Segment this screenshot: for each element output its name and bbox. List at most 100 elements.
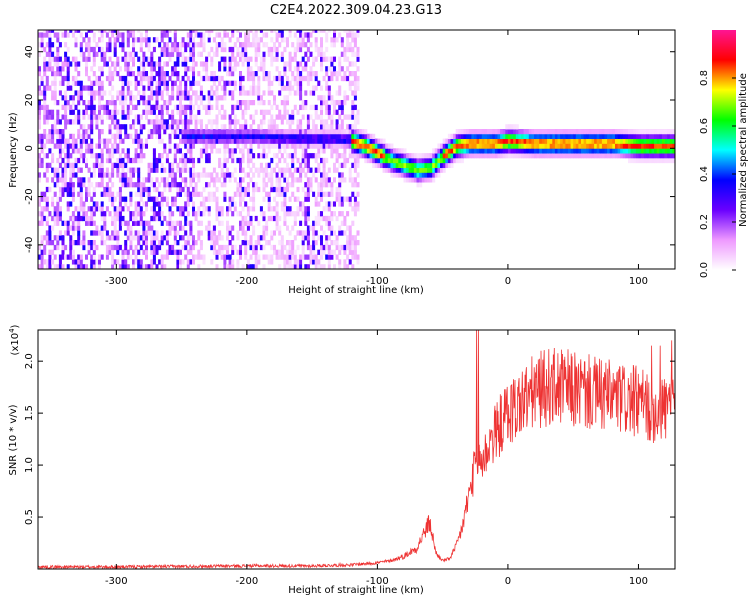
heatmap-cell bbox=[265, 153, 269, 159]
heatmap-cell bbox=[105, 235, 109, 241]
heatmap-cell bbox=[61, 186, 65, 193]
heatmap-cell bbox=[304, 211, 308, 217]
heatmap-cell bbox=[369, 148, 373, 154]
heatmap-cell bbox=[338, 104, 342, 111]
heatmap-cell bbox=[165, 100, 169, 106]
heatmap-cell bbox=[333, 30, 337, 33]
heatmap-cell bbox=[215, 264, 219, 269]
heatmap-cell bbox=[40, 206, 44, 212]
heatmap-cell bbox=[58, 90, 62, 96]
heatmap-cell bbox=[241, 153, 245, 159]
heatmap-cell bbox=[129, 191, 133, 197]
heatmap-cell bbox=[312, 138, 316, 144]
heatmap-cell bbox=[231, 264, 235, 269]
heatmap-cell bbox=[252, 100, 256, 106]
heatmap-cell bbox=[212, 75, 216, 82]
heatmap-cell bbox=[424, 172, 428, 178]
heatmap-cell bbox=[184, 90, 188, 96]
heatmap-cell bbox=[147, 46, 151, 53]
heatmap-cell bbox=[669, 148, 673, 154]
heatmap-cell bbox=[108, 196, 112, 202]
heatmap-cell bbox=[280, 51, 284, 57]
heatmap-cell bbox=[340, 244, 344, 251]
heatmap-cell bbox=[327, 259, 331, 265]
heatmap-cell bbox=[667, 129, 671, 135]
heatmap-cell bbox=[241, 157, 245, 164]
heatmap-cell bbox=[296, 157, 300, 164]
heatmap-cell bbox=[233, 114, 237, 120]
heatmap-cell bbox=[43, 206, 47, 212]
heatmap-cell bbox=[142, 51, 146, 57]
heatmap-cell bbox=[638, 157, 642, 164]
heatmap-cell bbox=[48, 129, 52, 135]
heatmap-cell bbox=[275, 254, 279, 260]
heatmap-cell bbox=[199, 220, 203, 226]
heatmap-cell bbox=[150, 206, 154, 212]
heatmap-cell bbox=[283, 66, 287, 72]
heatmap-cell bbox=[353, 104, 357, 111]
y-multiplier-label: (x104) bbox=[8, 324, 21, 355]
heatmap-cell bbox=[333, 162, 337, 169]
heatmap-cell bbox=[437, 143, 441, 149]
heatmap-cell bbox=[82, 124, 86, 130]
heatmap-cell bbox=[48, 133, 52, 140]
heatmap-cell bbox=[210, 230, 214, 236]
heatmap-cell bbox=[346, 264, 350, 269]
heatmap-cell bbox=[562, 129, 566, 135]
heatmap-cell bbox=[194, 172, 198, 178]
heatmap-cell bbox=[273, 230, 277, 236]
heatmap-cell bbox=[64, 186, 68, 193]
heatmap-cell bbox=[312, 90, 316, 96]
heatmap-cell bbox=[77, 100, 81, 106]
heatmap-cell bbox=[366, 157, 370, 164]
heatmap-cell bbox=[61, 177, 65, 183]
heatmap-cell bbox=[160, 90, 164, 96]
heatmap-cell bbox=[236, 119, 240, 125]
heatmap-cell bbox=[64, 172, 68, 178]
heatmap-cell bbox=[484, 143, 488, 149]
heatmap-cell bbox=[56, 172, 60, 178]
heatmap-cell bbox=[568, 133, 572, 140]
heatmap-cell bbox=[176, 148, 180, 154]
heatmap-cell bbox=[648, 133, 652, 140]
heatmap-cell bbox=[338, 244, 342, 251]
heatmap-cell bbox=[71, 109, 75, 115]
heatmap-cell bbox=[293, 259, 297, 265]
heatmap-cell bbox=[507, 124, 511, 130]
heatmap-cell bbox=[479, 143, 483, 149]
heatmap-cell bbox=[155, 119, 159, 125]
heatmap-cell bbox=[124, 61, 128, 67]
heatmap-cell bbox=[64, 124, 68, 130]
heatmap-cell bbox=[437, 172, 441, 178]
heatmap-cell bbox=[523, 143, 527, 149]
heatmap-cell bbox=[74, 148, 78, 154]
heatmap-cell bbox=[327, 167, 331, 173]
heatmap-cell bbox=[231, 51, 235, 57]
heatmap-cell bbox=[231, 138, 235, 144]
heatmap-cell bbox=[98, 254, 102, 260]
heatmap-cell bbox=[176, 42, 180, 48]
heatmap-cell bbox=[322, 177, 326, 183]
heatmap-cell bbox=[244, 220, 248, 226]
heatmap-cell bbox=[340, 51, 344, 57]
heatmap-cell bbox=[288, 230, 292, 236]
heatmap-cell bbox=[325, 235, 329, 241]
heatmap-cell bbox=[40, 90, 44, 96]
heatmap-cell bbox=[581, 143, 585, 149]
heatmap-cell bbox=[90, 138, 94, 144]
heatmap-cell bbox=[184, 124, 188, 130]
heatmap-cell bbox=[79, 259, 83, 265]
heatmap-cell bbox=[615, 129, 619, 135]
heatmap-cell bbox=[184, 220, 188, 226]
heatmap-cell bbox=[111, 167, 115, 173]
heatmap-cell bbox=[51, 66, 55, 72]
heatmap-cell bbox=[351, 129, 355, 135]
heatmap-cell bbox=[105, 230, 109, 236]
heatmap-cell bbox=[121, 206, 125, 212]
heatmap-cell bbox=[440, 153, 444, 159]
heatmap-cell bbox=[45, 264, 49, 269]
heatmap-cell bbox=[58, 119, 62, 125]
heatmap-cell bbox=[340, 42, 344, 48]
heatmap-cell bbox=[278, 177, 282, 183]
heatmap-cell bbox=[181, 259, 185, 265]
